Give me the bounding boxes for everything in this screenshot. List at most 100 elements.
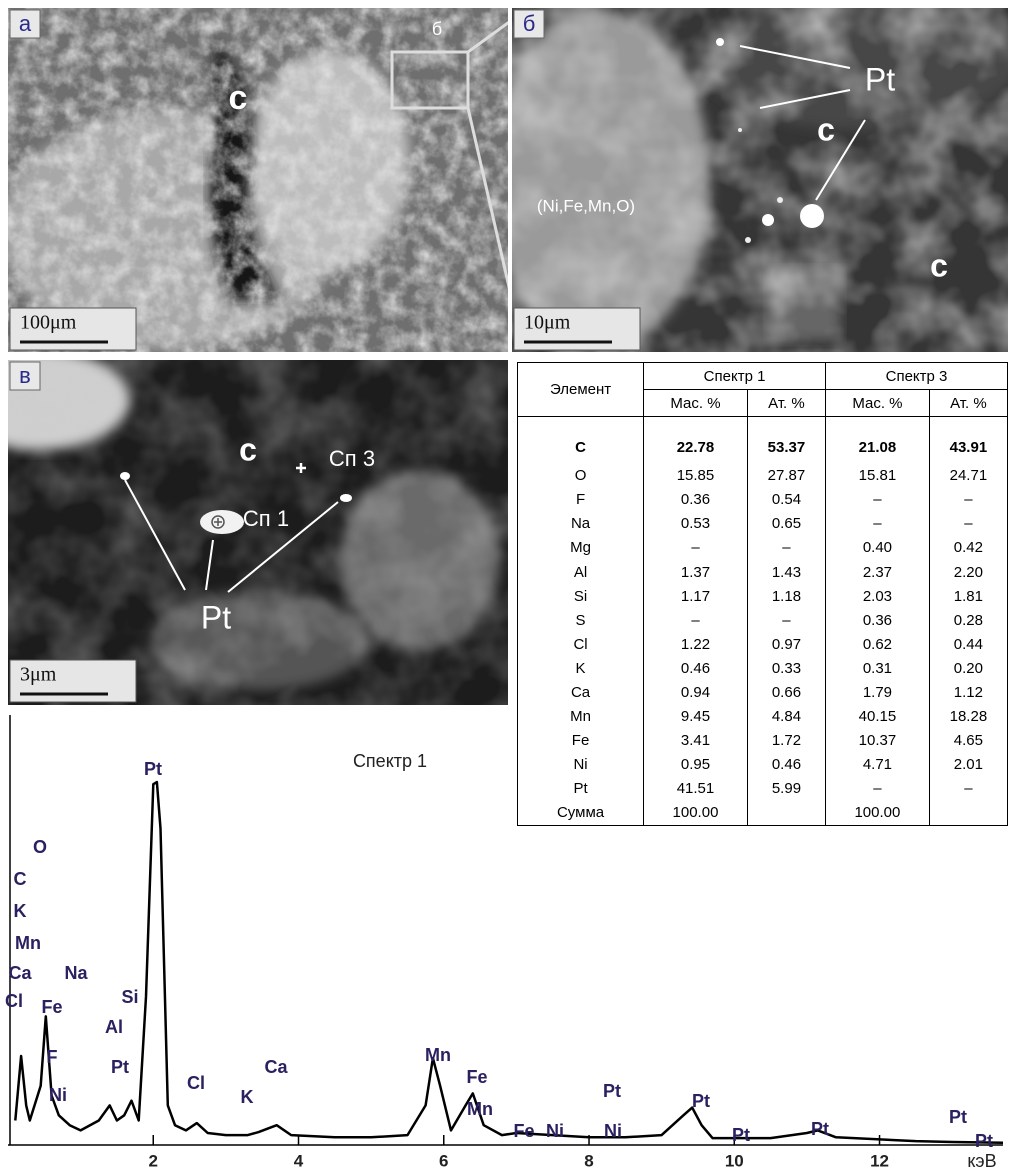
peak-label: Cl — [187, 1073, 205, 1093]
table-cell: 2.03 — [826, 584, 930, 608]
table-row: Cl1.220.970.620.44 — [518, 632, 1008, 656]
table-cell: – — [826, 512, 930, 536]
table-cell: Ni — [518, 752, 644, 776]
peak-label: Pt — [732, 1125, 750, 1145]
panel-label: а — [19, 11, 32, 36]
peak-label: Pt — [603, 1081, 621, 1101]
table-cell: Мас. % — [644, 390, 748, 417]
peak-label: K — [241, 1087, 254, 1107]
peak-label: Fe — [513, 1121, 534, 1141]
table-cell: 0.53 — [644, 512, 748, 536]
table-cell: 27.87 — [747, 464, 825, 488]
table-cell: Si — [518, 584, 644, 608]
table-cell: C — [518, 417, 644, 464]
table-cell: 1.43 — [747, 560, 825, 584]
table-cell: 21.08 — [826, 417, 930, 464]
table-row: K0.460.330.310.20 — [518, 656, 1008, 680]
table-cell: 0.46 — [644, 656, 748, 680]
table-cell: Спектр 3 — [826, 363, 1008, 390]
table-cell: – — [747, 608, 825, 632]
table-cell: 1.72 — [747, 728, 825, 752]
table-cell: 100.00 — [826, 800, 930, 825]
table-cell: 0.95 — [644, 752, 748, 776]
scale-label: 3μm — [20, 664, 57, 686]
table-row: S––0.360.28 — [518, 608, 1008, 632]
table-cell — [929, 800, 1007, 825]
x-tick-label: 2 — [149, 1151, 158, 1170]
table-cell: Mn — [518, 704, 644, 728]
peak-label: Ca — [8, 963, 32, 983]
table-cell: 1.12 — [929, 680, 1007, 704]
peak-label: O — [33, 837, 47, 857]
table-row: Fe3.411.7210.374.65 — [518, 728, 1008, 752]
table-cell: 0.66 — [747, 680, 825, 704]
table-cell: 4.65 — [929, 728, 1007, 752]
table-cell: 0.20 — [929, 656, 1007, 680]
x-axis-label: кэВ — [967, 1151, 996, 1171]
table-cell: 15.85 — [644, 464, 748, 488]
peak-label: Pt — [692, 1091, 710, 1111]
table-cell: Спектр 1 — [644, 363, 826, 390]
image-annotation: Сп 3 — [329, 446, 375, 471]
table-cell: Ca — [518, 680, 644, 704]
table-cell: 4.84 — [747, 704, 825, 728]
table-cell: Сумма — [518, 800, 644, 825]
table-cell: Na — [518, 512, 644, 536]
peak-label: Ni — [49, 1085, 67, 1105]
table-cell: Mg — [518, 536, 644, 560]
table-cell: 1.79 — [826, 680, 930, 704]
table-cell: 0.46 — [747, 752, 825, 776]
peak-label: K — [14, 901, 27, 921]
table-cell: – — [747, 536, 825, 560]
table-cell: – — [929, 776, 1007, 800]
x-tick-label: 12 — [870, 1151, 889, 1170]
table-cell: – — [826, 488, 930, 512]
table-cell: 9.45 — [644, 704, 748, 728]
table-cell: 4.71 — [826, 752, 930, 776]
table-cell: 41.51 — [644, 776, 748, 800]
table-cell: 24.71 — [929, 464, 1007, 488]
peak-label: Pt — [949, 1107, 967, 1127]
table-cell: 2.20 — [929, 560, 1007, 584]
peak-label: Fe — [466, 1067, 487, 1087]
image-annotation: б — [432, 19, 442, 39]
table-cell: Al — [518, 560, 644, 584]
peak-label: Mn — [425, 1045, 451, 1065]
table-cell — [747, 800, 825, 825]
table-cell: 0.65 — [747, 512, 825, 536]
x-tick-label: 10 — [725, 1151, 744, 1170]
table-cell: 2.01 — [929, 752, 1007, 776]
table-cell: S — [518, 608, 644, 632]
scale-label: 100μm — [20, 312, 77, 334]
table-cell: – — [644, 536, 748, 560]
image-annotation: Сп 1 — [243, 506, 289, 531]
table-cell: 3.41 — [644, 728, 748, 752]
peak-label: C — [14, 869, 27, 889]
sem-image-a — [0, 8, 512, 352]
peak-label: Mn — [15, 933, 41, 953]
peak-label: Pt — [111, 1057, 129, 1077]
image-annotation: Pt — [201, 599, 231, 635]
table-cell: 0.36 — [826, 608, 930, 632]
table-cell: – — [826, 776, 930, 800]
table-cell: 10.37 — [826, 728, 930, 752]
table-cell: 0.62 — [826, 632, 930, 656]
image-annotation: c — [817, 111, 835, 147]
table-cell: 1.17 — [644, 584, 748, 608]
peak-label: Pt — [811, 1119, 829, 1139]
peak-label: Al — [105, 1017, 123, 1037]
table-cell: 0.40 — [826, 536, 930, 560]
table-cell: 2.37 — [826, 560, 930, 584]
figure: а100μmб10μmв3μmcбPtc(Ni,Fe,Mn,O)ccСп 3Сп… — [0, 0, 1010, 1171]
table-cell: F — [518, 488, 644, 512]
image-annotation: c — [239, 431, 257, 467]
x-tick-label: 4 — [294, 1151, 304, 1170]
x-tick-label: 6 — [439, 1151, 448, 1170]
table-cell: Pt — [518, 776, 644, 800]
peak-label: Ca — [264, 1057, 288, 1077]
table-cell: K — [518, 656, 644, 680]
